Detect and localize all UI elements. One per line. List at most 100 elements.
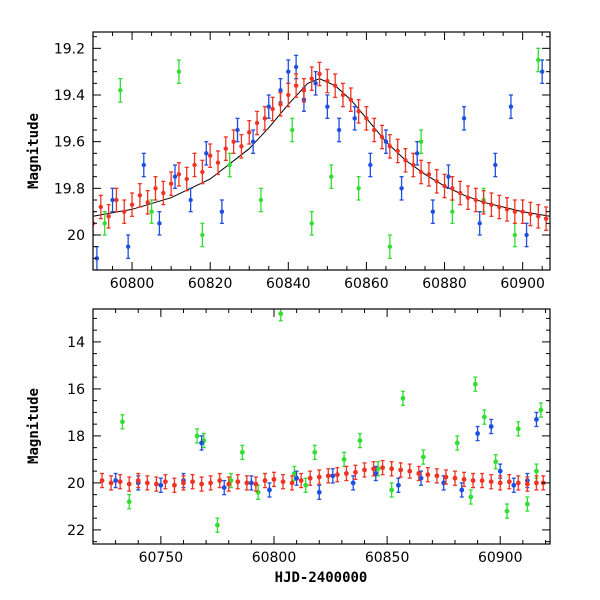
data-point <box>330 468 336 484</box>
x-tick-label: 60850 <box>365 550 410 566</box>
marker <box>506 479 512 485</box>
data-point <box>227 152 232 178</box>
marker <box>457 190 463 196</box>
data-point <box>235 474 241 490</box>
marker <box>508 104 514 109</box>
marker <box>411 162 416 168</box>
marker <box>286 92 291 98</box>
marker <box>454 440 460 446</box>
marker <box>106 214 111 219</box>
data-point <box>497 475 503 491</box>
marker <box>161 190 166 196</box>
data-point <box>137 183 143 208</box>
data-point <box>158 477 164 493</box>
marker <box>497 468 503 474</box>
data-point <box>481 409 487 425</box>
y-tick-label: 19.4 <box>54 88 85 104</box>
x-tick-label: 60800 <box>252 550 297 566</box>
marker <box>375 466 381 472</box>
data-point <box>219 199 225 224</box>
marker <box>286 69 291 74</box>
marker <box>312 449 318 455</box>
marker <box>254 120 260 126</box>
marker <box>341 457 347 462</box>
marker <box>511 482 517 488</box>
marker <box>420 454 426 460</box>
data-point <box>188 187 193 213</box>
data-point <box>102 211 107 236</box>
bottom-y-ticks: 14 16 18 20 22 <box>67 317 550 543</box>
data-point <box>400 390 406 407</box>
data-point <box>172 477 177 493</box>
marker <box>293 64 299 70</box>
data-point <box>231 129 236 154</box>
marker <box>293 83 299 88</box>
marker <box>524 501 530 507</box>
data-point <box>508 94 514 119</box>
data-point <box>383 129 389 154</box>
data-point <box>135 472 141 489</box>
marker <box>239 449 245 455</box>
data-point <box>289 475 295 491</box>
marker <box>481 414 487 420</box>
marker <box>153 186 158 191</box>
data-point <box>99 472 105 489</box>
marker <box>515 480 521 486</box>
bottom-plot-frame <box>92 308 551 545</box>
data-point <box>200 222 205 248</box>
marker <box>325 473 331 479</box>
data-point <box>129 192 135 217</box>
data-point <box>416 465 422 482</box>
data-point <box>217 472 223 489</box>
data-point <box>348 87 353 112</box>
marker <box>426 172 432 177</box>
data-point <box>387 234 393 259</box>
marker <box>389 487 395 493</box>
data-point <box>122 199 127 224</box>
top-y-axis-title: Magnitude <box>26 113 42 189</box>
marker <box>316 489 322 495</box>
data-point <box>270 96 275 122</box>
marker <box>459 487 465 493</box>
data-point <box>113 472 119 489</box>
marker <box>418 139 424 144</box>
data-point <box>488 418 494 435</box>
marker <box>231 139 236 144</box>
marker <box>352 116 357 121</box>
data-point <box>403 148 408 173</box>
data-point <box>253 476 259 492</box>
data-point <box>489 192 494 217</box>
marker <box>489 202 494 207</box>
marker <box>539 69 545 74</box>
marker <box>325 104 330 109</box>
data-point <box>434 169 439 194</box>
data-point <box>317 61 322 87</box>
data-point <box>470 472 476 489</box>
marker <box>399 186 404 191</box>
data-point <box>356 176 361 201</box>
marker <box>450 186 455 191</box>
marker <box>362 467 367 473</box>
data-point <box>176 162 182 187</box>
data-point <box>117 474 123 490</box>
data-point <box>221 479 227 496</box>
data-point <box>266 94 271 119</box>
data-point <box>247 120 252 145</box>
data-point <box>534 411 539 428</box>
data-point <box>459 482 465 498</box>
marker <box>383 139 389 144</box>
marker <box>99 478 105 483</box>
marker <box>126 499 132 505</box>
data-point <box>332 73 338 98</box>
marker <box>398 467 404 473</box>
marker <box>534 480 539 486</box>
marker <box>357 438 363 443</box>
marker <box>200 232 205 238</box>
marker <box>348 97 353 102</box>
data-point <box>153 476 159 492</box>
marker <box>162 479 168 485</box>
marker <box>416 471 422 476</box>
marker <box>303 482 309 488</box>
marker <box>199 481 204 487</box>
data-point <box>340 82 346 108</box>
